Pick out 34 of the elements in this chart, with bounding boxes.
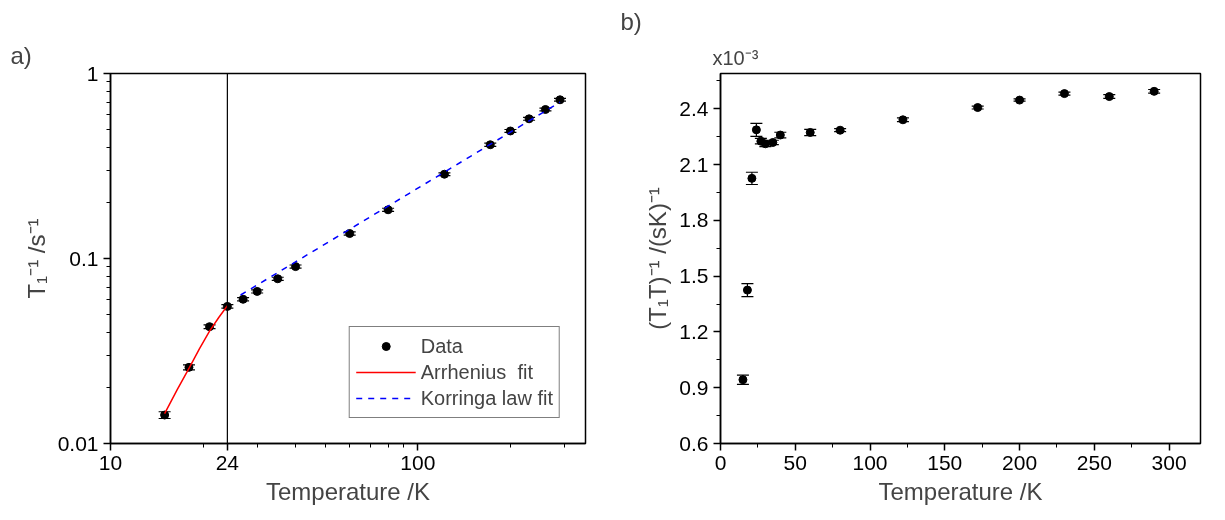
x-tick-label: 10 bbox=[98, 450, 123, 474]
x-tick-label: 150 bbox=[927, 450, 963, 474]
text: a) bbox=[10, 41, 32, 69]
text: x10⁻³ bbox=[712, 46, 759, 69]
y-tick-label: 0.6 bbox=[679, 431, 709, 455]
x-tick-label: 200 bbox=[1002, 450, 1038, 474]
legend-label: Korringa law fit bbox=[420, 385, 553, 411]
x-tick-label: 300 bbox=[1151, 450, 1187, 474]
point bbox=[973, 103, 983, 113]
y-tick-label: 1 bbox=[86, 61, 99, 85]
y-tick-label: 0.01 bbox=[57, 431, 99, 455]
y-axis-title: T₁⁻¹ /s⁻¹ bbox=[22, 218, 50, 299]
x-tick-label: 50 bbox=[783, 450, 807, 474]
legend-label: Arrhenius fit bbox=[420, 359, 533, 385]
x-tick-label: 100 bbox=[400, 450, 436, 474]
y-tick-label: 1.2 bbox=[679, 319, 709, 343]
x-axis-title: Temperature /K bbox=[878, 477, 1043, 505]
point bbox=[1059, 89, 1069, 99]
y-tick-label: 2.4 bbox=[679, 96, 709, 120]
point bbox=[835, 125, 845, 135]
x-tick-label: 250 bbox=[1076, 450, 1112, 474]
y-tick-label: 0.1 bbox=[69, 246, 99, 270]
y-axis-title: (T₁T)⁻¹ /(sK)⁻¹ bbox=[644, 187, 672, 330]
x-tick-label: 0 bbox=[714, 450, 727, 474]
y-tick-label: 0.9 bbox=[679, 375, 709, 399]
text: b) bbox=[620, 7, 642, 35]
y-tick-label: 2.1 bbox=[679, 152, 709, 176]
x-axis-title: Temperature /K bbox=[265, 477, 431, 505]
x-tick-label: 24 bbox=[215, 450, 240, 474]
y-tick-label: 1.8 bbox=[679, 208, 709, 232]
x-tick-label: 100 bbox=[852, 450, 888, 474]
legend-label: Data bbox=[420, 333, 463, 359]
point bbox=[1015, 95, 1025, 105]
y-tick-label: 1.5 bbox=[679, 264, 709, 288]
